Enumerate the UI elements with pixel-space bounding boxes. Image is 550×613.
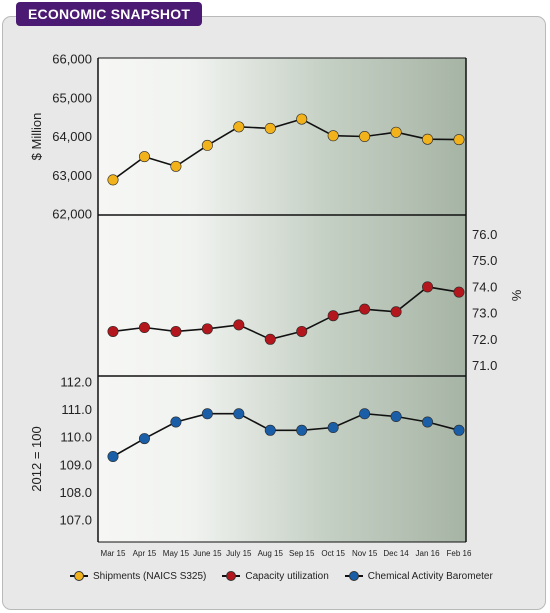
x-tick-label: Aug 15 xyxy=(258,549,284,558)
data-point-shipments xyxy=(138,151,150,163)
legend-item-shipments: Shipments (NAICS S325) xyxy=(70,571,206,582)
y-tick-label-barometer: 109.0 xyxy=(59,457,92,472)
data-point-shipments xyxy=(296,113,308,125)
x-tick-label: July 15 xyxy=(226,549,252,558)
x-tick-label: Jan 16 xyxy=(416,549,441,558)
x-tick-label: Feb 16 xyxy=(447,549,472,558)
data-point-capacity xyxy=(138,322,150,334)
legend-marker-barometer xyxy=(348,571,359,581)
x-tick-label: Apr 15 xyxy=(133,549,157,558)
y-tick-label-barometer: 107.0 xyxy=(59,513,92,528)
data-point-barometer xyxy=(327,422,339,434)
data-point-shipments xyxy=(233,121,245,133)
x-tick-label: Dec 14 xyxy=(383,549,409,558)
data-point-barometer xyxy=(390,410,402,422)
data-point-capacity xyxy=(390,306,402,318)
legend-label-capacity: Capacity utilization xyxy=(245,570,329,582)
y-tick-label-shipments: 64,000 xyxy=(52,129,92,144)
data-point-capacity xyxy=(422,281,434,293)
y-tick-label-capacity: 74.0 xyxy=(472,279,497,294)
data-point-barometer xyxy=(201,408,213,420)
data-point-capacity xyxy=(359,303,371,315)
legend-item-barometer: Chemical Activity Barometer xyxy=(344,570,493,582)
data-point-barometer xyxy=(138,433,150,445)
data-point-shipments xyxy=(359,131,371,143)
y-tick-label-barometer: 111.0 xyxy=(61,402,92,417)
data-point-capacity xyxy=(296,325,308,337)
y-tick-label-capacity: 76.0 xyxy=(472,227,497,242)
banner-title: ECONOMIC SNAPSHOT xyxy=(16,2,203,26)
legend-swatch-barometer xyxy=(344,571,363,581)
y-tick-label-capacity: 72.0 xyxy=(472,332,497,347)
y-tick-label-shipments: 62,000 xyxy=(52,207,92,222)
data-point-shipments xyxy=(422,133,434,145)
data-point-shipments xyxy=(453,134,465,146)
data-point-shipments xyxy=(201,139,213,151)
data-point-capacity xyxy=(170,325,182,337)
data-point-barometer xyxy=(453,424,465,436)
y-tick-label-barometer: 108.0 xyxy=(59,485,92,500)
data-point-capacity xyxy=(201,323,213,335)
data-point-shipments xyxy=(390,126,402,138)
y-tick-label-capacity: 75.0 xyxy=(472,253,497,268)
x-tick-label: Sep 15 xyxy=(289,549,315,558)
legend-label-shipments: Shipments (NAICS S325) xyxy=(93,570,207,582)
y-tick-label-capacity: 71.0 xyxy=(472,358,497,373)
legend-marker-shipments xyxy=(74,571,84,581)
data-point-barometer xyxy=(264,424,276,436)
y-axis-label-barometer: 2012 = 100 xyxy=(29,426,44,491)
y-axis-label-shipments: $ Million xyxy=(29,113,44,161)
x-tick-label: Mar 15 xyxy=(101,549,126,558)
plot-area-background xyxy=(98,58,466,542)
y-tick-label-barometer: 110.0 xyxy=(60,430,92,445)
y-axis-label-capacity: % xyxy=(509,289,524,301)
x-tick-label: May 15 xyxy=(163,549,190,558)
data-point-barometer xyxy=(107,451,119,463)
data-point-shipments xyxy=(107,174,119,186)
legend: Shipments (NAICS S325) Capacity utilizat… xyxy=(70,567,493,585)
data-point-shipments xyxy=(327,130,339,142)
data-point-barometer xyxy=(359,408,371,420)
data-point-capacity xyxy=(107,325,119,337)
y-tick-label-barometer: 112.0 xyxy=(60,375,92,390)
legend-item-capacity: Capacity utilization xyxy=(222,570,329,582)
legend-label-barometer: Chemical Activity Barometer xyxy=(367,570,493,582)
legend-swatch-capacity xyxy=(222,571,241,581)
x-tick-label: Oct 15 xyxy=(321,549,345,558)
data-point-barometer xyxy=(233,408,245,420)
data-point-capacity xyxy=(233,319,245,331)
data-point-capacity xyxy=(327,310,339,322)
y-tick-label-shipments: 66,000 xyxy=(52,52,92,67)
data-point-capacity xyxy=(264,333,276,345)
y-tick-label-capacity: 73.0 xyxy=(472,306,497,321)
legend-marker-capacity xyxy=(226,571,237,581)
data-point-capacity xyxy=(453,286,465,298)
legend-swatch-shipments xyxy=(70,571,88,581)
x-tick-label: Nov 15 xyxy=(352,549,378,558)
data-point-shipments xyxy=(264,122,276,134)
x-tick-label: June 15 xyxy=(193,549,222,558)
y-tick-label-shipments: 63,000 xyxy=(52,168,92,183)
data-point-shipments xyxy=(170,160,182,172)
data-point-barometer xyxy=(296,424,308,436)
data-point-barometer xyxy=(422,416,434,428)
data-point-barometer xyxy=(170,416,182,428)
y-tick-label-shipments: 65,000 xyxy=(52,90,92,105)
